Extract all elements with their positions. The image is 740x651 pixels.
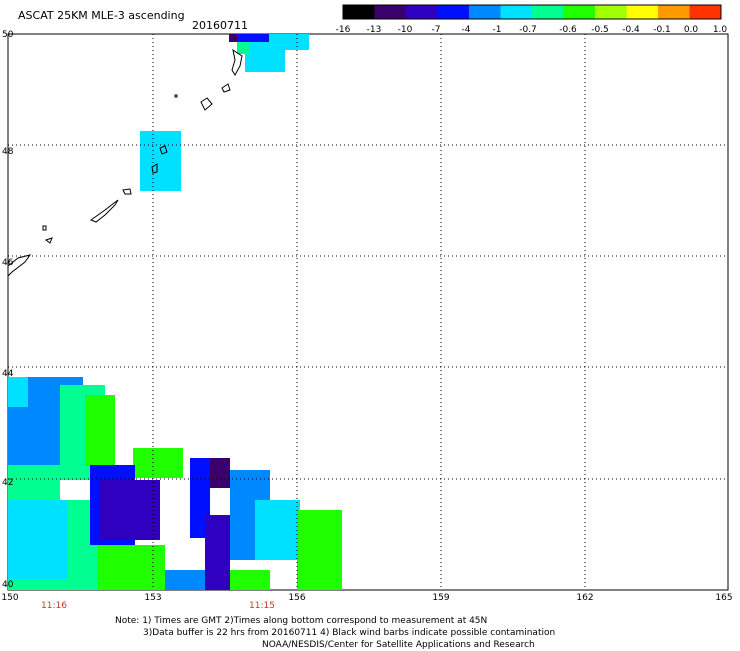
map-date: 20160711 (192, 19, 248, 32)
colorbar-segment (689, 5, 722, 19)
note-line: NOAA/NESDIS/Center for Satellite Applica… (262, 640, 535, 650)
colorbar-label: -0.4 (622, 25, 640, 35)
time-label: 11:16 (41, 601, 67, 611)
colorbar-label: -0.5 (591, 25, 609, 35)
colorbar-label: -10 (397, 25, 413, 35)
colorbar-segment (406, 5, 438, 19)
colorbar-border (342, 4, 722, 20)
colorbar-segment (374, 5, 407, 19)
colorbar-segment (658, 5, 690, 19)
coastline (7, 48, 243, 278)
colorbar-label: -1 (492, 25, 502, 35)
lon-label: 165 (715, 593, 733, 603)
colorbar-segment (437, 5, 470, 19)
plot-frame (7, 33, 729, 591)
colorbar-segment (532, 5, 564, 19)
colorbar-label: -0.6 (559, 25, 577, 35)
lon-label: 150 (1, 593, 19, 603)
time-label: 11:15 (249, 601, 275, 611)
colorbar-label: 1.0 (712, 25, 728, 35)
colorbar-label: -7 (431, 25, 441, 35)
lon-label: 162 (576, 593, 594, 603)
colorbar-segment (626, 5, 659, 19)
colorbar-label: -4 (461, 25, 471, 35)
colorbar-label: 0.0 (683, 25, 699, 35)
graticule (8, 34, 728, 590)
colorbar-label: -13 (366, 25, 382, 35)
wind-data-swath (8, 34, 342, 590)
note-line: 3)Data buffer is 22 hrs from 20160711 4)… (143, 628, 556, 638)
lat-label: 46 (2, 258, 14, 268)
note-line: Note: 1) Times are GMT 2)Times along bot… (115, 616, 488, 626)
lon-label: 153 (144, 593, 162, 603)
lon-label: 156 (288, 593, 306, 603)
colorbar-segment (563, 5, 596, 19)
colorbar-segment (595, 5, 627, 19)
map-title: ASCAT 25KM MLE-3 ascending (18, 9, 185, 22)
lat-label: 44 (2, 369, 14, 379)
lon-label: 159 (432, 593, 450, 603)
lat-label: 48 (2, 147, 14, 157)
lat-label: 42 (2, 478, 14, 488)
lat-label: 50 (2, 30, 14, 40)
colorbar-segment (469, 5, 501, 19)
lat-label: 40 (2, 580, 14, 590)
colorbar-segment (500, 5, 533, 19)
colorbar-segment (343, 5, 375, 19)
colorbar-label: -0.7 (519, 25, 537, 35)
colorbar-label: -16 (335, 25, 351, 35)
footnotes: Note: 1) Times are GMT 2)Times along bot… (115, 615, 555, 651)
colorbar (342, 4, 722, 20)
colorbar-label: -0.1 (653, 25, 671, 35)
